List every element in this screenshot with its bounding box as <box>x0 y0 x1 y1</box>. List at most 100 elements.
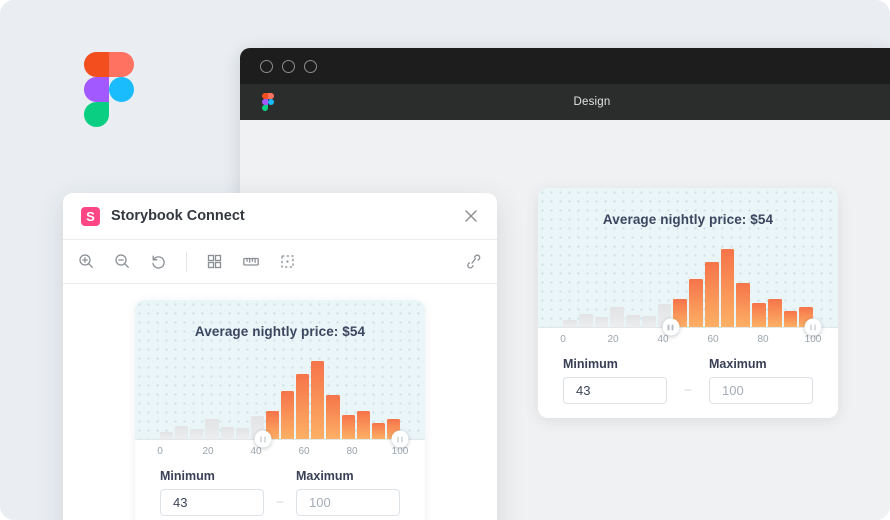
histogram-bar <box>752 302 766 327</box>
figma-logo <box>84 52 134 127</box>
histogram-bar <box>594 316 609 327</box>
minimum-label: Minimum <box>563 357 618 371</box>
minimum-input[interactable] <box>563 377 667 404</box>
close-icon <box>465 210 477 222</box>
histogram-bar <box>175 425 189 439</box>
histogram-chart: Average nightly price: $54 <box>538 188 838 336</box>
reset-view-icon <box>152 255 165 269</box>
storybook-connect-panel: S Storybook Connect <box>63 193 497 520</box>
design-tab[interactable]: Design <box>573 96 611 108</box>
zoom-out-icon <box>115 254 129 268</box>
axis-tick-label: 0 <box>157 446 163 457</box>
axis-tick-label: 80 <box>346 446 358 457</box>
window-titlebar <box>240 48 890 84</box>
histogram-bar <box>311 361 325 439</box>
maximum-input[interactable] <box>709 377 813 404</box>
histogram-bar <box>356 410 370 439</box>
histogram-bar <box>296 374 310 439</box>
storybook-icon: S <box>81 206 100 226</box>
axis-tick-label: 0 <box>560 334 566 345</box>
histogram-bar <box>190 428 204 439</box>
axis-tick-label: 20 <box>202 446 214 457</box>
axis-tick-label: 40 <box>657 334 669 345</box>
minimum-label: Minimum <box>160 469 215 483</box>
axis-tick-label: 40 <box>250 446 262 457</box>
histogram-bar <box>235 428 249 439</box>
panel-header: S Storybook Connect <box>63 193 497 240</box>
ruler-button[interactable] <box>242 253 260 270</box>
price-range-widget-canvas: Average nightly price: $54 0 20 40 60 80 100 … <box>538 188 838 418</box>
maximum-label: Maximum <box>296 469 354 483</box>
histogram-bar <box>689 279 703 327</box>
histogram-bar <box>341 414 355 439</box>
focus-selection-icon <box>281 255 294 268</box>
minimum-input[interactable] <box>160 489 264 516</box>
histogram-bar <box>205 418 219 439</box>
figma-window: Design Average nightly price: $54 0 20 40 6… <box>240 48 890 520</box>
maximum-label: Maximum <box>709 357 767 371</box>
reset-view-button[interactable] <box>150 253 167 270</box>
figma-canvas[interactable]: Average nightly price: $54 0 20 40 60 80 100 … <box>240 120 890 520</box>
histogram-bar <box>578 313 593 327</box>
histogram-chart: Average nightly price: $54 <box>135 300 425 448</box>
grid-icon <box>207 254 222 269</box>
price-range-widget-panel: Average nightly price: $54 0 20 40 60 80 100 … <box>135 300 425 520</box>
maximize-window-button[interactable] <box>304 59 317 73</box>
histogram-bar <box>220 427 234 439</box>
minimum-field: Minimum <box>563 357 667 404</box>
axis-tick-label: 100 <box>391 446 409 457</box>
panel-title: Storybook Connect <box>111 208 245 224</box>
histogram-bar <box>783 310 798 327</box>
histogram-bars <box>563 249 822 336</box>
range-form: Minimum – Maximum <box>135 462 425 520</box>
range-form: Minimum – Maximum <box>538 350 838 418</box>
minimize-window-button[interactable] <box>282 59 295 73</box>
histogram-bar <box>704 262 719 327</box>
axis-tick-label: 20 <box>607 334 619 345</box>
maximum-field: Maximum <box>296 469 400 516</box>
ruler-icon <box>243 257 259 266</box>
min-range-handle[interactable] <box>662 318 679 336</box>
chart-title: Average nightly price: $54 <box>194 324 366 339</box>
axis-tick-label: 60 <box>298 446 310 457</box>
histogram-bar <box>767 298 782 327</box>
range-separator: – <box>684 382 692 396</box>
maximum-field: Maximum <box>709 357 813 404</box>
max-range-handle[interactable] <box>391 430 409 448</box>
histogram-bar <box>641 316 656 327</box>
histogram-bars <box>160 361 409 448</box>
histogram-bar <box>160 431 174 439</box>
histogram-bar <box>326 394 340 439</box>
histogram-bar <box>626 315 640 327</box>
axis-tick-label: 100 <box>804 334 822 345</box>
focus-selection-button[interactable] <box>279 253 296 270</box>
figma-menu-icon[interactable] <box>262 93 274 111</box>
histogram-bar <box>736 282 750 327</box>
toolbar-divider <box>186 251 187 272</box>
axis-tick-label: 80 <box>757 334 769 345</box>
minimum-field: Minimum <box>160 469 264 516</box>
window-menubar: Design <box>240 84 890 120</box>
close-window-button[interactable] <box>260 59 273 73</box>
zoom-out-button[interactable] <box>114 253 131 270</box>
histogram-bar <box>673 298 687 327</box>
maximum-input[interactable] <box>296 489 400 516</box>
grid-view-button[interactable] <box>206 253 223 270</box>
zoom-in-icon <box>79 254 93 268</box>
histogram-bar <box>610 306 624 327</box>
histogram-bar <box>281 391 295 439</box>
min-range-handle[interactable] <box>254 430 272 448</box>
close-panel-button[interactable] <box>463 208 479 224</box>
chart-title: Average nightly price: $54 <box>602 212 774 227</box>
panel-content: Average nightly price: $54 0 20 40 60 80 100 … <box>63 284 497 520</box>
link-button[interactable] <box>465 253 482 270</box>
panel-toolbar <box>63 240 497 284</box>
histogram-bar <box>720 249 735 327</box>
axis-tick-label: 60 <box>707 334 719 345</box>
link-icon <box>467 254 481 269</box>
histogram-bar <box>371 422 385 439</box>
max-range-handle[interactable] <box>804 318 822 336</box>
zoom-in-button[interactable] <box>78 253 95 270</box>
histogram-bar <box>563 319 577 327</box>
